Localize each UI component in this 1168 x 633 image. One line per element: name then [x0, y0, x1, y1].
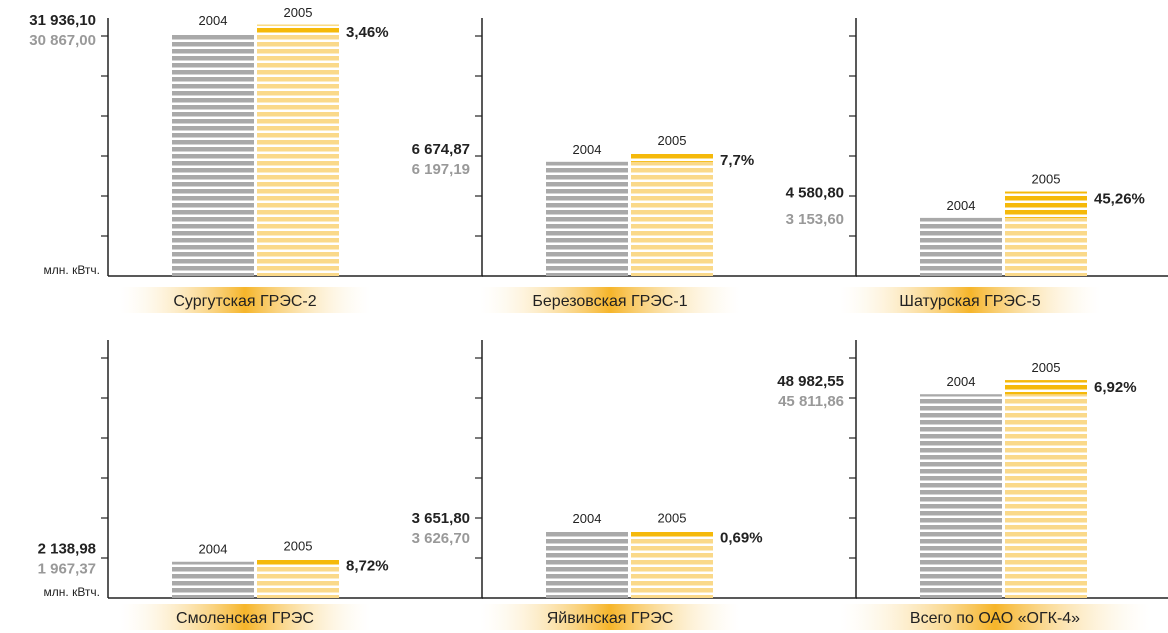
growth-percent: 8,72% — [346, 558, 389, 575]
year-label-2005: 2005 — [1032, 172, 1061, 187]
bar-2004 — [172, 561, 254, 598]
chart-panel-1: 2004 2005 3,46% 31 936,10 30 867,00 млн. кВтч… — [29, 5, 483, 313]
plant-label-band — [120, 604, 370, 630]
growth-percent: 3,46% — [346, 24, 389, 41]
bar-2005 — [257, 24, 339, 276]
bar-2004 — [920, 217, 1002, 276]
plant-name: Шатурская ГРЭС-5 — [899, 293, 1041, 310]
plant-label-band — [480, 287, 740, 313]
year-label-2005: 2005 — [658, 133, 687, 148]
bar-2004 — [546, 161, 628, 276]
bar-2004 — [172, 33, 254, 276]
value-2005: 2 138,98 — [38, 541, 96, 558]
chart-panel-4: 2004 2005 8,72% 2 138,98 1 967,37 млн. кВтч. С… — [38, 340, 483, 630]
value-2005: 31 936,10 — [29, 12, 96, 29]
year-label-2005: 2005 — [284, 5, 313, 20]
bar-2005-growth — [631, 530, 713, 539]
value-2005: 48 982,55 — [777, 373, 844, 390]
value-2004: 45 811,86 — [778, 393, 844, 410]
value-2005: 4 580,80 — [786, 185, 844, 202]
plant-label-band — [120, 287, 370, 313]
value-2004: 6 197,19 — [412, 161, 470, 178]
bar-2005-growth — [631, 152, 713, 162]
bar-2005-growth — [257, 24, 339, 34]
plant-name: Всего по ОАО «ОГК-4» — [910, 610, 1080, 627]
chart-panel-5: 2004 2005 0,69% 3 651,80 3 626,70 Яйвинская Г… — [412, 340, 857, 630]
value-2004: 1 967,37 — [38, 561, 96, 578]
year-label-2004: 2004 — [573, 142, 602, 157]
plant-label-band — [480, 604, 740, 630]
value-2005: 3 651,80 — [412, 510, 470, 527]
plant-name: Березовская ГРЭС-1 — [532, 293, 687, 310]
chart-panel-6: 2004 2005 6,92% 48 982,55 45 811,86 Всего по … — [777, 340, 1168, 630]
year-label-2004: 2004 — [573, 511, 602, 526]
year-label-2005: 2005 — [1032, 360, 1061, 375]
year-label-2005: 2005 — [284, 539, 313, 554]
chart-panel-3: 2004 2005 45,26% 4 580,80 3 153,60 Шатурская … — [786, 18, 1168, 313]
bar-2005 — [631, 530, 713, 598]
plant-label-band — [840, 287, 1100, 313]
bar-2005-growth — [1005, 380, 1087, 395]
plant-label-band — [840, 604, 1150, 630]
growth-percent: 6,92% — [1094, 379, 1137, 396]
value-2004: 30 867,00 — [29, 32, 96, 49]
plant-name: Яйвинская ГРЭС — [547, 610, 674, 627]
growth-percent: 45,26% — [1094, 191, 1145, 208]
bar-2004 — [920, 394, 1002, 598]
bar-2004 — [546, 531, 628, 598]
year-label-2005: 2005 — [658, 511, 687, 526]
bar-2005-growth — [257, 558, 339, 567]
unit-label: млн. кВтч. — [44, 585, 100, 599]
year-label-2004: 2004 — [947, 374, 976, 389]
plant-name: Смоленская ГРЭС — [176, 610, 314, 627]
year-label-2004: 2004 — [199, 542, 228, 557]
value-2004: 3 626,70 — [412, 530, 470, 547]
plant-name: Сургутская ГРЭС-2 — [173, 293, 316, 310]
bar-2005 — [631, 152, 713, 276]
value-2004: 3 153,60 — [786, 211, 844, 228]
bar-2005 — [1005, 380, 1087, 598]
chart-panel-2: 2004 2005 7,7% 6 674,87 6 197,19 Березовская … — [412, 18, 857, 313]
year-label-2004: 2004 — [947, 198, 976, 213]
growth-percent: 0,69% — [720, 530, 763, 547]
unit-label: млн. кВтч. — [44, 263, 100, 277]
value-2005: 6 674,87 — [412, 141, 470, 158]
bar-2005-growth — [1005, 191, 1087, 218]
year-label-2004: 2004 — [199, 13, 228, 28]
growth-percent: 7,7% — [720, 152, 754, 169]
